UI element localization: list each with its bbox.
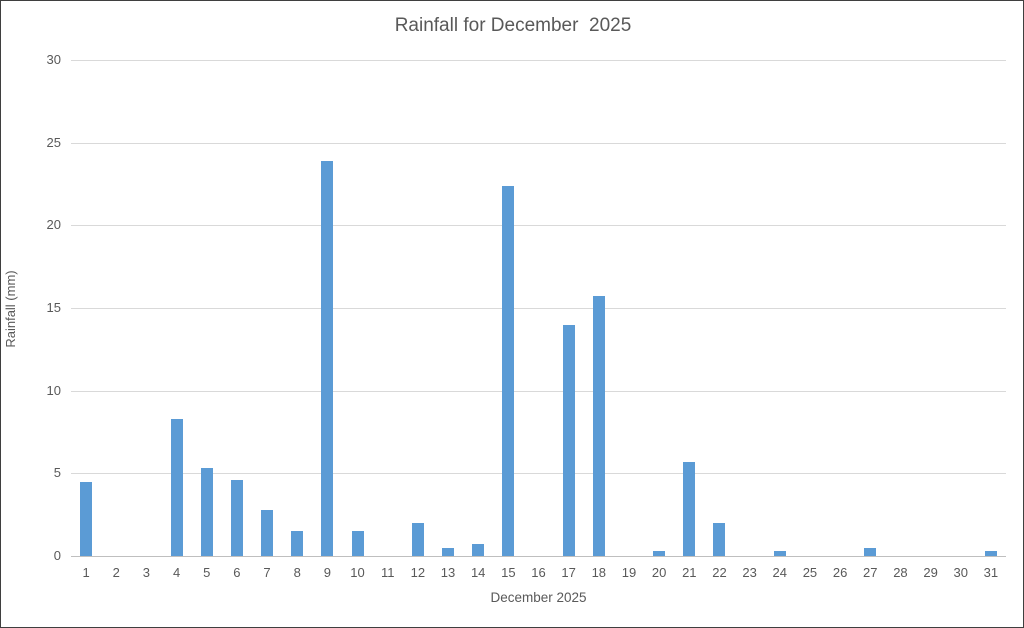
chart-title: Rainfall for December 2025 <box>394 15 632 36</box>
bar-day-1 <box>80 481 93 556</box>
gridline <box>71 60 1006 61</box>
x-tick-label: 28 <box>893 565 908 580</box>
bar-day-31 <box>984 551 997 556</box>
bar-day-27 <box>864 547 877 556</box>
x-axis-line <box>71 556 1006 557</box>
x-tick-label: 10 <box>350 565 365 580</box>
bar-day-24 <box>773 551 786 556</box>
x-tick-label: 1 <box>82 565 90 580</box>
x-tick-label: 16 <box>531 565 546 580</box>
bar-day-14 <box>472 544 485 556</box>
bar-day-22 <box>713 522 726 556</box>
gridline <box>71 308 1006 309</box>
y-tick-label: 0 <box>53 548 61 563</box>
x-axis-title: December 2025 <box>490 590 587 605</box>
y-tick-label: 30 <box>46 52 61 67</box>
bar-day-4 <box>170 418 183 556</box>
x-tick-label: 15 <box>501 565 516 580</box>
gridline <box>71 225 1006 227</box>
x-tick-label: 13 <box>440 565 456 580</box>
x-tick-label: 30 <box>953 565 968 580</box>
bar-day-5 <box>200 468 213 556</box>
x-tick-label: 17 <box>561 565 576 580</box>
x-tick-label: 27 <box>863 565 878 580</box>
bar-day-20 <box>653 551 666 556</box>
bar-day-6 <box>230 479 243 556</box>
bar-day-8 <box>291 531 304 556</box>
x-tick-label: 14 <box>470 565 486 580</box>
x-tick-label: 6 <box>233 565 241 580</box>
gridline <box>71 390 1006 392</box>
x-tick-label: 18 <box>591 565 607 580</box>
bar-day-15 <box>502 185 515 556</box>
x-tick-label: 26 <box>832 565 848 580</box>
bar-day-7 <box>261 509 274 556</box>
x-tick-label: 22 <box>712 565 727 580</box>
x-tick-label: 2 <box>112 565 120 580</box>
x-tick-label: 12 <box>410 565 426 580</box>
y-tick-label: 5 <box>53 465 61 481</box>
x-tick-label: 24 <box>772 565 788 580</box>
x-tick-label: 7 <box>263 565 271 580</box>
bar-day-21 <box>683 461 696 556</box>
bar-day-10 <box>351 531 364 556</box>
x-tick-label: 19 <box>621 565 637 580</box>
y-tick-label: 15 <box>46 300 61 315</box>
bar-day-12 <box>411 522 424 556</box>
x-tick-label: 23 <box>742 565 757 580</box>
x-tick-label: 5 <box>203 565 211 580</box>
gridline <box>71 142 1006 144</box>
x-tick-label: 25 <box>802 565 818 580</box>
y-tick-label: 25 <box>46 134 61 150</box>
gridline <box>71 473 1006 475</box>
x-tick-label: 8 <box>293 565 301 580</box>
x-tick-label: 31 <box>983 565 999 580</box>
x-tick-label: 9 <box>323 565 331 580</box>
x-tick-label: 3 <box>142 565 150 580</box>
y-tick-label: 20 <box>46 217 61 233</box>
x-tick-label: 11 <box>380 565 395 580</box>
y-tick-label: 10 <box>46 382 61 398</box>
bar-day-13 <box>442 547 455 556</box>
bar-day-18 <box>592 296 605 556</box>
x-tick-label: 21 <box>682 565 697 580</box>
x-tick-label: 20 <box>651 565 667 580</box>
x-tick-label: 4 <box>172 565 181 580</box>
bar-day-9 <box>321 160 334 556</box>
x-tick-label: 29 <box>923 565 938 580</box>
bar-day-17 <box>562 324 575 556</box>
